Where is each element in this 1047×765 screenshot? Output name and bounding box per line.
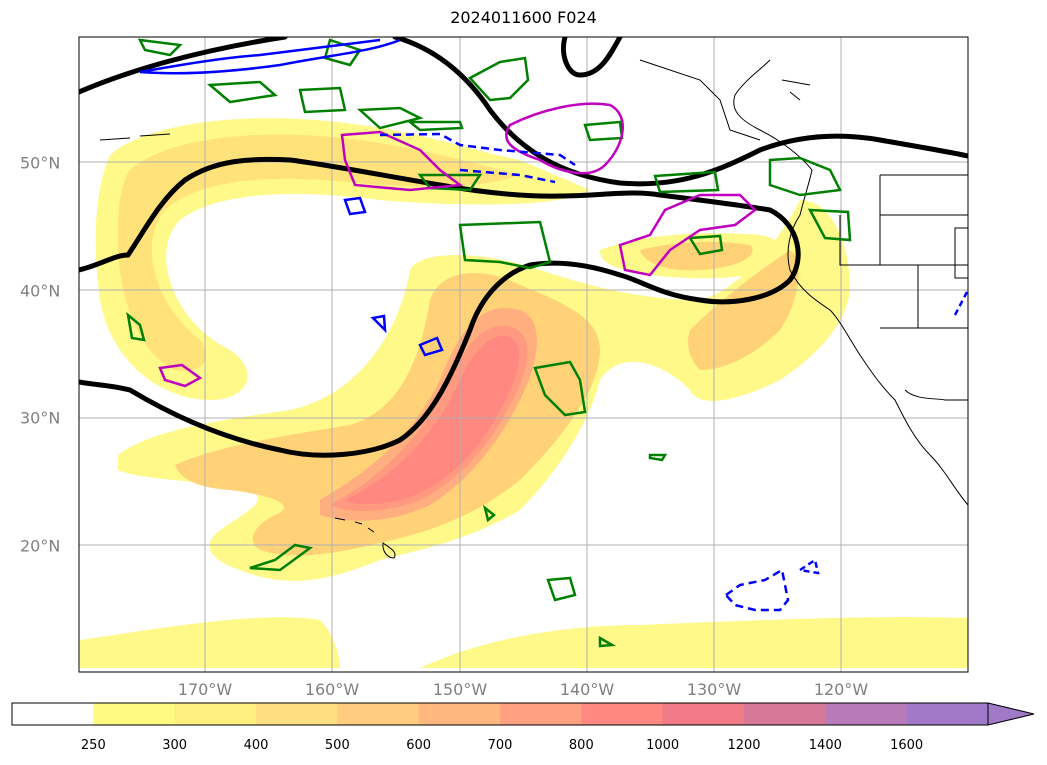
height-contours <box>79 37 968 458</box>
colorbar-tick-label: 250 <box>80 738 106 753</box>
colorbar-segment <box>418 703 501 725</box>
colorbar-tick-label: 500 <box>324 738 350 753</box>
lat-label-40n: 40°N <box>20 281 61 301</box>
colorbar-extend-arrow <box>987 702 1035 726</box>
lon-label-120w: 120°W <box>813 680 869 699</box>
colorbar-tick-label: 300 <box>162 738 188 753</box>
blue-contours <box>139 38 968 612</box>
colorbar-segment <box>662 703 745 725</box>
colorbar-segment <box>93 703 176 725</box>
colorbar-tick-label: 800 <box>568 738 594 753</box>
colorbar-segment <box>500 703 582 725</box>
colorbar-segment <box>12 703 94 725</box>
colorbar-tick-label: 400 <box>243 738 269 753</box>
coastlines <box>99 59 968 559</box>
lon-label-170w: 170°W <box>177 680 233 699</box>
magenta-contours <box>158 102 757 388</box>
colorbar-tick-label: 1600 <box>890 738 924 753</box>
colorbar-tick-label: 1000 <box>646 738 680 753</box>
lon-label-130w: 130°W <box>686 680 742 699</box>
lon-label-140w: 140°W <box>559 680 615 699</box>
map-title: 2024011600 F024 <box>450 8 597 27</box>
colorbar-tick-label: 1200 <box>727 738 761 753</box>
colorbar-segment <box>906 703 989 725</box>
colorbar-segment <box>744 703 826 725</box>
lat-label-20n: 20°N <box>20 536 61 556</box>
colorbar-frame <box>11 702 988 726</box>
colorbar-segment <box>256 703 338 725</box>
graticule <box>79 37 968 672</box>
lon-label-150w: 150°W <box>432 680 488 699</box>
colorbar-segment <box>581 703 664 725</box>
lat-label-50n: 50°N <box>20 153 61 173</box>
lon-label-160w: 160°W <box>304 680 360 699</box>
green-contours <box>126 38 852 648</box>
colorbar-tick-label: 700 <box>487 738 513 753</box>
colorbar-segment <box>337 703 420 725</box>
colorbar-segment <box>174 703 257 725</box>
lat-label-30n: 30°N <box>20 408 61 428</box>
colorbar-segment <box>825 703 908 725</box>
colorbar <box>11 702 1035 726</box>
colorbar-tick-label: 600 <box>406 738 432 753</box>
colorbar-tick-label: 1400 <box>808 738 842 753</box>
